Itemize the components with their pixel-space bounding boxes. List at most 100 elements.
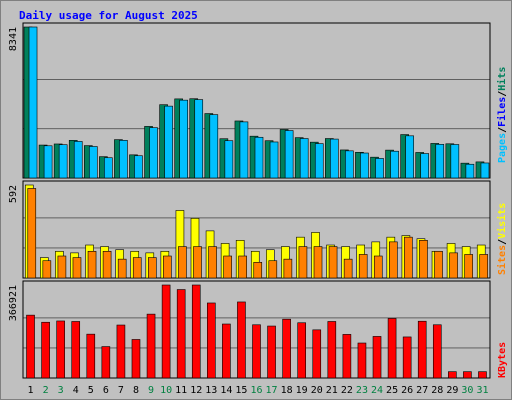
bar-pages-day-17 — [269, 141, 279, 179]
y-max-label-bottom: 366921 — [8, 285, 19, 321]
bar-pages-day-3 — [58, 144, 68, 179]
bar-sites-day-27 — [419, 240, 428, 279]
legend-bottom: KBytes — [497, 342, 508, 378]
legend-separator: / — [497, 91, 508, 97]
bar-sites-day-22 — [343, 258, 353, 279]
bar-pages-day-30 — [465, 163, 475, 179]
x-tick-label-11: 11 — [175, 385, 187, 396]
bar-pages-day-4 — [73, 141, 83, 179]
x-tick-label-18: 18 — [281, 385, 293, 396]
legend-separator: / — [497, 239, 508, 245]
bar-sites-day-18 — [283, 258, 293, 279]
bar-sites-day-12 — [193, 246, 202, 279]
x-tick-label-2: 2 — [43, 385, 49, 396]
legend-middle: Sites/Visits — [496, 203, 508, 275]
bar-sites-day-8 — [132, 257, 142, 279]
bar-sites-day-15 — [238, 255, 247, 279]
bar-pages-day-26 — [405, 135, 414, 179]
bar-sites-day-14 — [223, 255, 232, 279]
y-max-label-middle: 592 — [8, 185, 19, 203]
bar-pages-day-8 — [134, 155, 143, 179]
x-tick-label-13: 13 — [205, 385, 217, 396]
bar-sites-day-19 — [298, 246, 308, 279]
bar-kbytes-day-19 — [297, 322, 306, 379]
bar-kbytes-day-28 — [432, 324, 442, 379]
x-tick-label-9: 9 — [148, 385, 154, 396]
bar-sites-day-10 — [163, 255, 172, 279]
x-tick-label-19: 19 — [296, 385, 308, 396]
bar-kbytes-day-5 — [86, 333, 96, 379]
bar-sites-day-13 — [208, 246, 217, 279]
x-tick-label-27: 27 — [416, 385, 428, 396]
legend-item-files: Files — [496, 97, 508, 127]
bar-sites-day-20 — [313, 246, 323, 279]
bar-kbytes-day-26 — [402, 336, 412, 379]
x-tick-label-29: 29 — [446, 385, 458, 396]
bar-sites-day-11 — [178, 246, 187, 279]
x-axis-labels: 1 2 3 4 5 6 7 8 9 10 11 12 13 14 15 16 17 18 19 20 21 22 23 24 2… — [28, 385, 489, 396]
bar-kbytes-day-1 — [26, 314, 35, 379]
x-tick-label-3: 3 — [58, 385, 64, 396]
x-tick-label-21: 21 — [326, 385, 338, 396]
bar-kbytes-day-27 — [417, 320, 427, 379]
bar-sites-day-5 — [87, 250, 97, 279]
x-tick-label-25: 25 — [386, 385, 398, 396]
x-tick-label-28: 28 — [431, 385, 443, 396]
bar-pages-day-6 — [104, 157, 113, 179]
bar-pages-day-27 — [420, 153, 430, 179]
x-tick-label-10: 10 — [160, 385, 172, 396]
bar-sites-day-16 — [253, 261, 263, 279]
bar-kbytes-day-14 — [222, 323, 231, 379]
bar-pages-day-21 — [330, 138, 339, 179]
bar-sites-day-25 — [389, 241, 398, 279]
bar-kbytes-day-11 — [176, 289, 186, 379]
bar-kbytes-day-22 — [342, 334, 352, 379]
bar-kbytes-day-6 — [101, 346, 111, 379]
bar-kbytes-day-31 — [478, 371, 487, 379]
bar-sites-day-24 — [373, 255, 383, 279]
bar-pages-day-18 — [284, 130, 294, 179]
bar-kbytes-day-15 — [237, 301, 246, 379]
bar-pages-day-11 — [179, 99, 188, 179]
bar-kbytes-day-13 — [207, 302, 216, 379]
bar-kbytes-day-2 — [41, 321, 50, 379]
bar-pages-day-15 — [239, 121, 249, 179]
x-tick-label-5: 5 — [88, 385, 94, 396]
legend-item-sites: Sites — [496, 245, 508, 275]
x-tick-label-4: 4 — [73, 385, 79, 396]
bar-sites-day-7 — [117, 258, 127, 279]
bar-sites-day-30 — [464, 254, 473, 279]
legend-item-hits: Hits — [496, 67, 508, 91]
legend-separator: / — [497, 127, 508, 133]
bar-sites-day-9 — [148, 257, 157, 279]
x-tick-label-20: 20 — [311, 385, 323, 396]
bar-pages-day-28 — [435, 144, 445, 179]
x-tick-label-15: 15 — [235, 385, 247, 396]
bar-kbytes-day-9 — [146, 313, 156, 379]
bar-pages-day-7 — [119, 140, 128, 179]
bar-kbytes-day-8 — [131, 339, 141, 379]
bar-sites-day-4 — [72, 257, 82, 279]
bar-pages-day-24 — [375, 158, 384, 179]
x-tick-label-14: 14 — [220, 385, 232, 396]
y-max-label-top: 8341 — [8, 27, 19, 51]
bar-kbytes-day-12 — [191, 284, 201, 379]
x-tick-label-7: 7 — [118, 385, 124, 396]
bar-sites-day-17 — [268, 260, 278, 279]
x-tick-label-22: 22 — [341, 385, 353, 396]
x-tick-label-1: 1 — [28, 385, 34, 396]
bar-kbytes-day-18 — [282, 318, 291, 379]
bar-pages-day-31 — [480, 162, 490, 179]
x-tick-label-17: 17 — [266, 385, 278, 396]
bar-pages-day-20 — [314, 143, 324, 179]
x-tick-label-6: 6 — [103, 385, 109, 396]
bar-sites-day-1 — [27, 188, 37, 279]
bar-kbytes-day-3 — [56, 320, 65, 379]
bar-sites-day-3 — [57, 255, 67, 279]
bar-sites-day-23 — [358, 254, 368, 279]
bar-pages-day-22 — [345, 150, 354, 179]
bar-kbytes-day-7 — [116, 324, 126, 379]
bar-sites-day-21 — [328, 246, 338, 279]
